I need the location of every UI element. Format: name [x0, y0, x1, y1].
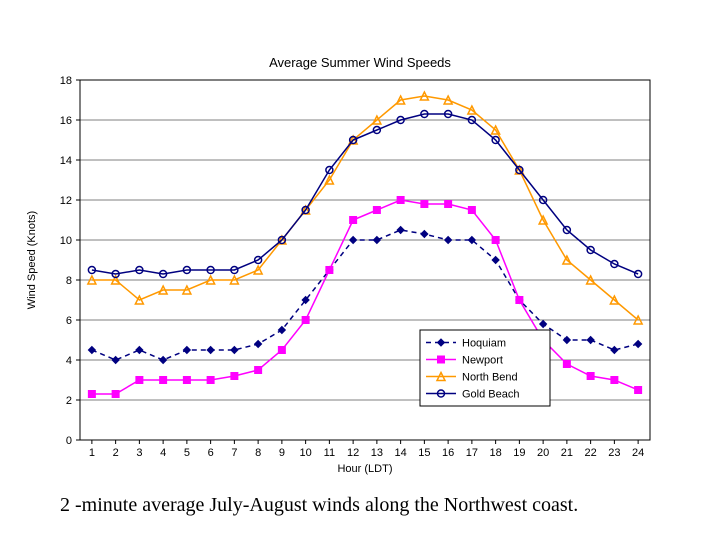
svg-text:8: 8 [66, 275, 72, 287]
svg-text:15: 15 [418, 447, 430, 459]
svg-text:12: 12 [60, 195, 72, 207]
svg-text:North Bend: North Bend [462, 372, 518, 384]
svg-text:2: 2 [113, 447, 119, 459]
svg-text:10: 10 [300, 447, 312, 459]
svg-text:Newport: Newport [462, 355, 503, 367]
svg-text:17: 17 [466, 447, 478, 459]
svg-text:Hour (LDT): Hour (LDT) [337, 463, 392, 475]
svg-text:6: 6 [208, 447, 214, 459]
svg-text:22: 22 [585, 447, 597, 459]
svg-text:5: 5 [184, 447, 190, 459]
svg-text:23: 23 [608, 447, 620, 459]
chart-container: Average Summer Wind Speeds 2 -minute ave… [0, 0, 720, 540]
svg-text:12: 12 [347, 447, 359, 459]
chart-plot: 0246810121416181234567891011121314151617… [0, 0, 720, 540]
svg-text:Wind Speed (Knots): Wind Speed (Knots) [26, 211, 38, 309]
svg-text:16: 16 [442, 447, 454, 459]
svg-text:19: 19 [513, 447, 525, 459]
svg-text:4: 4 [160, 447, 166, 459]
svg-text:Hoquiam: Hoquiam [462, 338, 506, 350]
svg-text:14: 14 [60, 155, 72, 167]
svg-text:Gold Beach: Gold Beach [462, 389, 519, 401]
svg-text:18: 18 [60, 75, 72, 87]
svg-text:16: 16 [60, 115, 72, 127]
svg-text:8: 8 [255, 447, 261, 459]
svg-text:21: 21 [561, 447, 573, 459]
svg-text:9: 9 [279, 447, 285, 459]
svg-text:11: 11 [324, 447, 335, 459]
svg-text:4: 4 [66, 355, 72, 367]
svg-text:0: 0 [66, 435, 72, 447]
svg-text:2: 2 [66, 395, 72, 407]
svg-text:18: 18 [490, 447, 502, 459]
svg-text:6: 6 [66, 315, 72, 327]
svg-text:24: 24 [632, 447, 644, 459]
svg-text:10: 10 [60, 235, 72, 247]
svg-text:13: 13 [371, 447, 383, 459]
svg-text:1: 1 [89, 447, 95, 459]
svg-text:20: 20 [537, 447, 549, 459]
svg-text:14: 14 [395, 447, 407, 459]
svg-text:7: 7 [231, 447, 237, 459]
svg-text:3: 3 [136, 447, 142, 459]
